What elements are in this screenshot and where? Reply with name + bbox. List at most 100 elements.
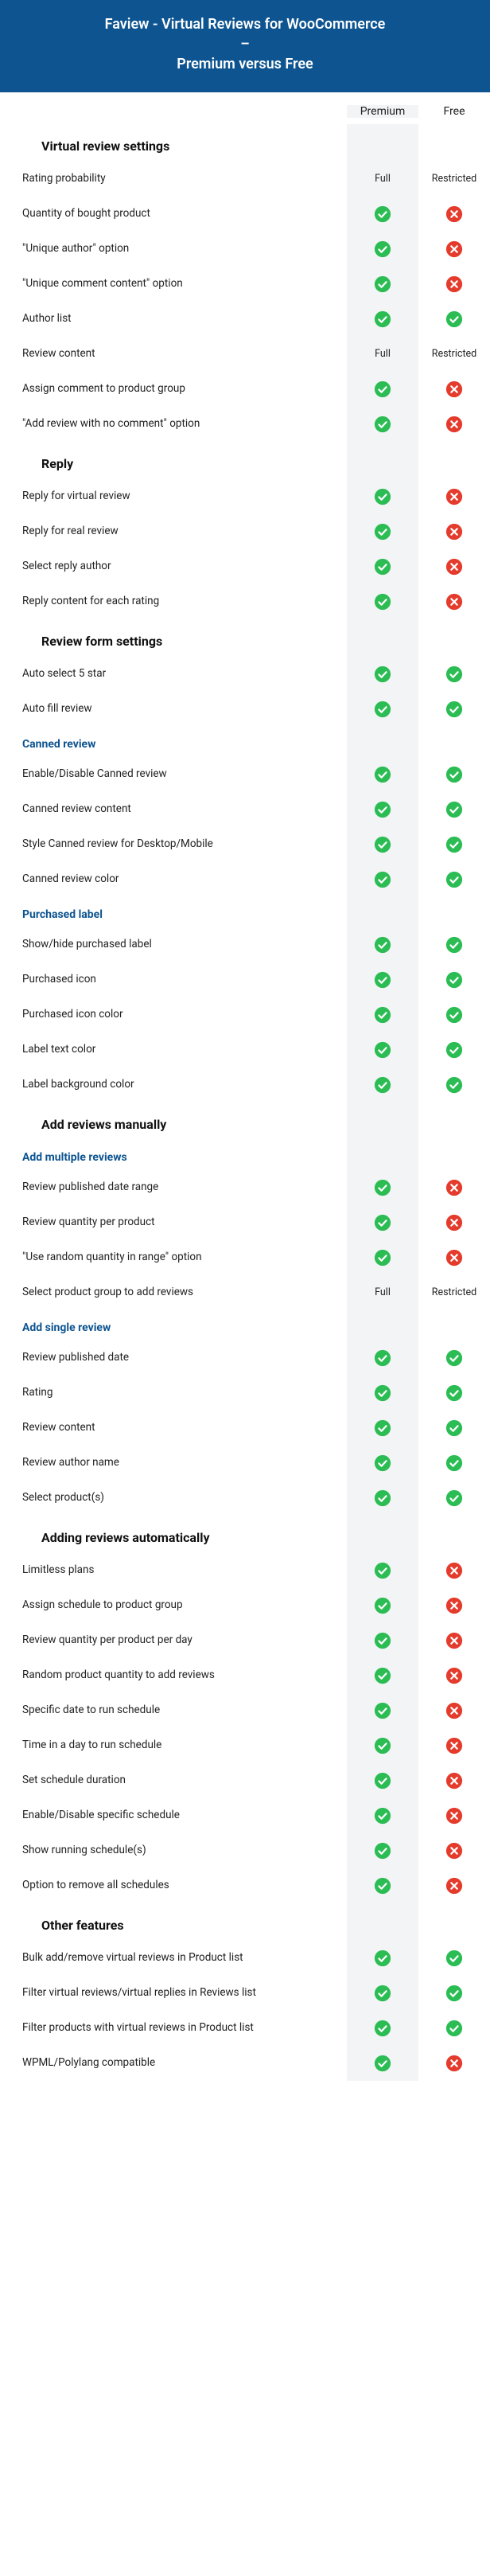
check-icon bbox=[374, 665, 391, 683]
check-icon bbox=[374, 1597, 391, 1614]
free-value bbox=[418, 1798, 490, 1833]
premium-value bbox=[347, 1446, 418, 1481]
feature-label: Review quantity per product bbox=[0, 1206, 347, 1239]
premium-value bbox=[347, 1623, 418, 1658]
feature-label: Random product quantity to add reviews bbox=[0, 1659, 347, 1692]
cross-icon bbox=[445, 1667, 463, 1684]
column-header-row: Premium Free bbox=[0, 92, 490, 124]
feature-label: Filter virtual reviews/virtual replies i… bbox=[0, 1977, 347, 2010]
premium-value bbox=[347, 1205, 418, 1240]
feature-label: Enable/Disable Canned review bbox=[0, 758, 347, 791]
check-icon bbox=[374, 558, 391, 576]
subsection-row: Add multiple reviews bbox=[0, 1140, 490, 1170]
check-icon bbox=[374, 1877, 391, 1895]
header-line-1: Faview - Virtual Reviews for WooCommerce bbox=[10, 14, 480, 34]
check-icon bbox=[445, 665, 463, 683]
feature-row: Author list bbox=[0, 302, 490, 337]
check-icon bbox=[445, 1950, 463, 1967]
premium-spacer bbox=[347, 619, 418, 657]
feature-row: Assign comment to product group bbox=[0, 372, 490, 407]
check-icon bbox=[374, 1632, 391, 1649]
feature-row: Rating bbox=[0, 1376, 490, 1411]
feature-row: Set schedule duration bbox=[0, 1763, 490, 1798]
subsection-heading: Purchased label bbox=[0, 897, 347, 927]
feature-label: Assign schedule to product group bbox=[0, 1589, 347, 1622]
check-icon bbox=[374, 1702, 391, 1719]
feature-row: Purchased icon bbox=[0, 962, 490, 997]
premium-value: Full bbox=[347, 1275, 418, 1310]
feature-row: Filter virtual reviews/virtual replies i… bbox=[0, 1976, 490, 2011]
check-icon bbox=[374, 1384, 391, 1402]
feature-row: Time in a day to run schedule bbox=[0, 1728, 490, 1763]
check-icon bbox=[374, 1489, 391, 1507]
free-value bbox=[418, 1411, 490, 1446]
check-icon bbox=[374, 1667, 391, 1684]
cross-icon bbox=[445, 1632, 463, 1649]
free-value bbox=[418, 2046, 490, 2081]
free-spacer bbox=[418, 1516, 490, 1553]
subsection-row: Add single review bbox=[0, 1310, 490, 1341]
feature-row: Select reply author bbox=[0, 549, 490, 584]
premium-value bbox=[347, 2011, 418, 2046]
free-value bbox=[418, 1623, 490, 1658]
subsection-heading: Add multiple reviews bbox=[0, 1140, 347, 1170]
cross-icon bbox=[445, 1807, 463, 1825]
feature-label: Review published date range bbox=[0, 1171, 347, 1204]
free-value: Restricted bbox=[418, 1275, 490, 1310]
premium-value bbox=[347, 1941, 418, 1976]
premium-value bbox=[347, 1032, 418, 1067]
free-value bbox=[418, 1205, 490, 1240]
free-value bbox=[418, 372, 490, 407]
check-icon bbox=[445, 1041, 463, 1059]
free-value bbox=[418, 479, 490, 514]
check-icon bbox=[445, 1349, 463, 1367]
feature-row: "Add review with no comment" option bbox=[0, 407, 490, 442]
section-row: Other features bbox=[0, 1903, 490, 1941]
cross-icon bbox=[445, 593, 463, 611]
free-value bbox=[418, 549, 490, 584]
premium-value bbox=[347, 827, 418, 862]
cross-icon bbox=[445, 205, 463, 223]
check-icon bbox=[445, 1419, 463, 1437]
feature-row: "Unique comment content" option bbox=[0, 267, 490, 302]
premium-value: Full bbox=[347, 337, 418, 372]
check-icon bbox=[374, 1562, 391, 1579]
section-heading: Adding reviews automatically bbox=[0, 1516, 347, 1553]
premium-spacer bbox=[347, 727, 418, 757]
feature-row: Show running schedule(s) bbox=[0, 1833, 490, 1868]
premium-value bbox=[347, 549, 418, 584]
subsection-heading: Add single review bbox=[0, 1310, 347, 1341]
section-row: Reply bbox=[0, 442, 490, 479]
premium-value bbox=[347, 1868, 418, 1903]
premium-value bbox=[347, 514, 418, 549]
section-row: Virtual review settings bbox=[0, 124, 490, 162]
free-value bbox=[418, 1693, 490, 1728]
check-icon bbox=[374, 701, 391, 718]
cross-icon bbox=[445, 1877, 463, 1895]
feature-row: Enable/Disable specific schedule bbox=[0, 1798, 490, 1833]
cross-icon bbox=[445, 1597, 463, 1614]
premium-value bbox=[347, 1693, 418, 1728]
premium-value bbox=[347, 1376, 418, 1411]
premium-value bbox=[347, 1798, 418, 1833]
cross-icon bbox=[445, 1562, 463, 1579]
free-value bbox=[418, 2011, 490, 2046]
feature-label: Rating bbox=[0, 1376, 347, 1410]
feature-label: Reply for virtual review bbox=[0, 480, 347, 513]
check-icon bbox=[445, 701, 463, 718]
section-heading: Add reviews manually bbox=[0, 1103, 347, 1140]
feature-label: Review content bbox=[0, 338, 347, 371]
free-value: Restricted bbox=[418, 337, 490, 372]
check-icon bbox=[374, 275, 391, 293]
feature-label: Review published date bbox=[0, 1341, 347, 1375]
free-value bbox=[418, 1341, 490, 1376]
section-row: Adding reviews automatically bbox=[0, 1516, 490, 1553]
check-icon bbox=[374, 2055, 391, 2072]
free-value bbox=[418, 1833, 490, 1868]
check-icon bbox=[445, 766, 463, 783]
cross-icon bbox=[445, 558, 463, 576]
premium-value bbox=[347, 1240, 418, 1275]
check-icon bbox=[374, 1985, 391, 2002]
check-icon bbox=[374, 1454, 391, 1472]
check-icon bbox=[374, 593, 391, 611]
